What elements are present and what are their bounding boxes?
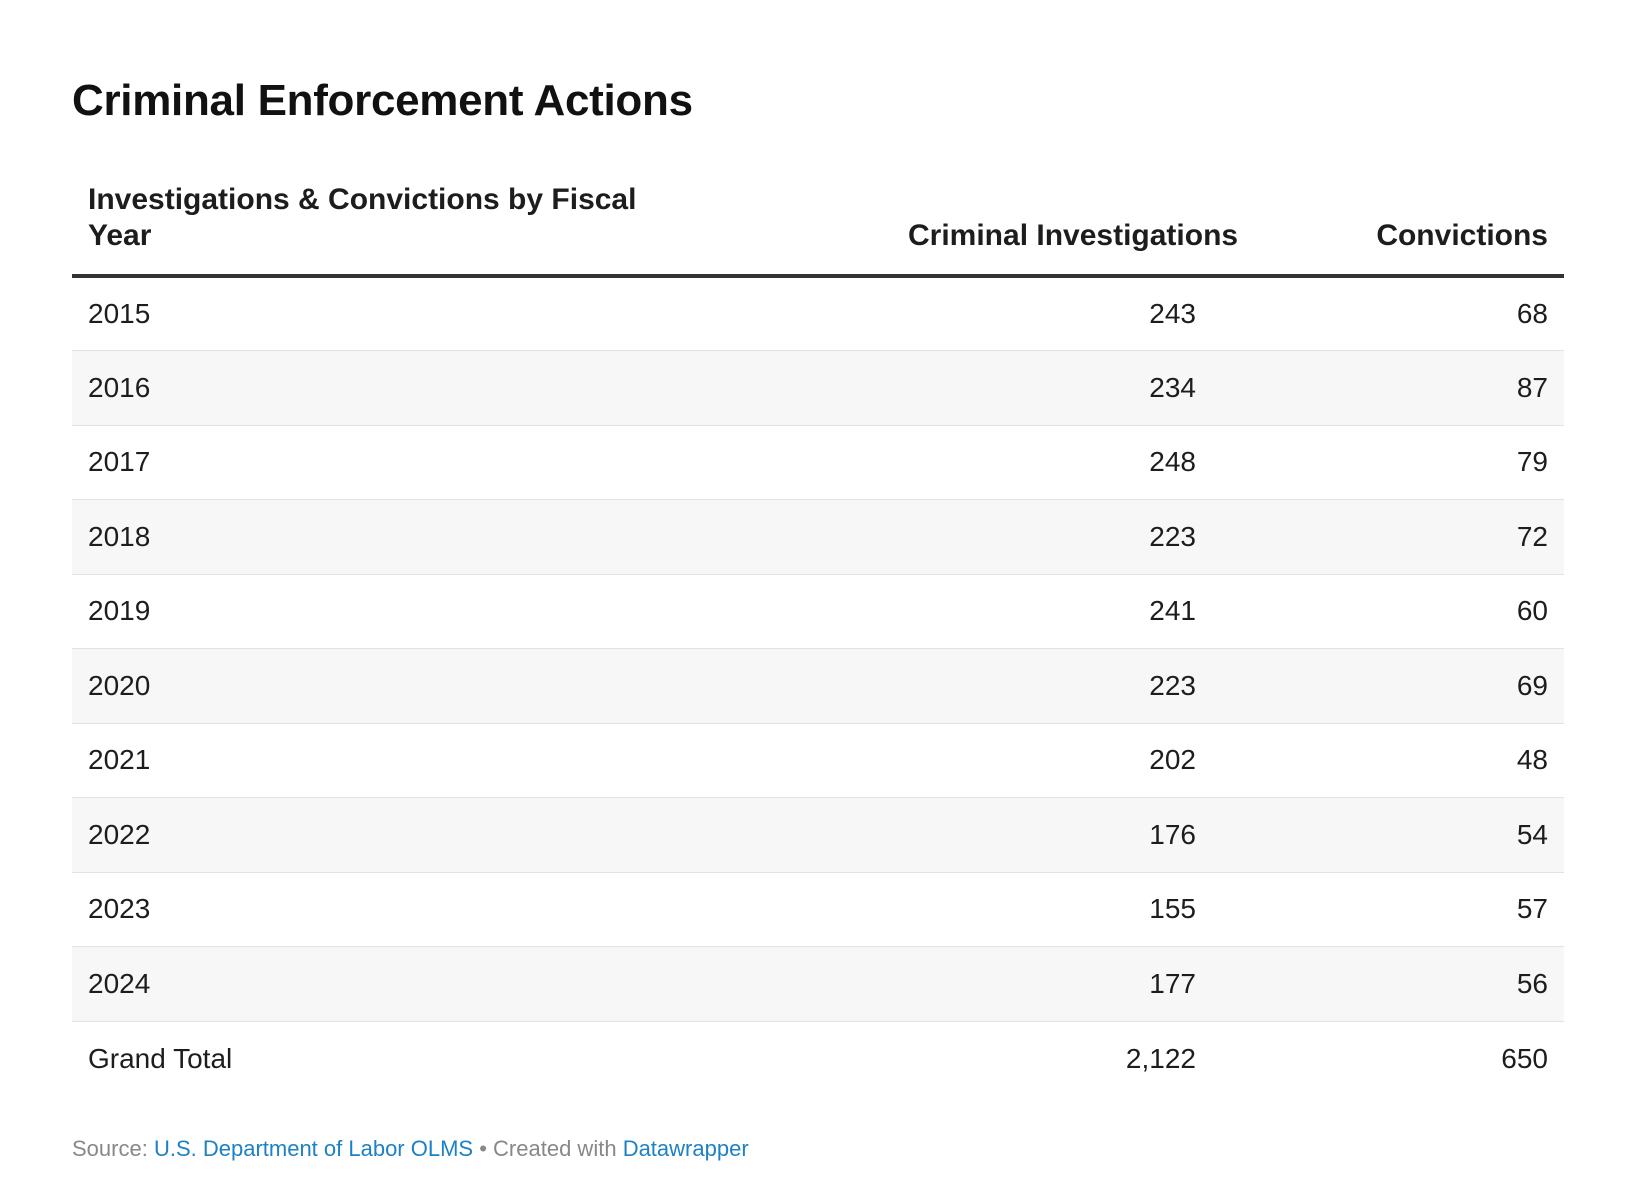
table-row: 2019 241 60 bbox=[72, 574, 1564, 649]
chart-title: Criminal Enforcement Actions bbox=[72, 76, 693, 125]
source-footer: Source: U.S. Department of Labor OLMS • … bbox=[72, 1136, 749, 1162]
cell-convictions: 69 bbox=[1212, 648, 1564, 724]
total-row: Grand Total 2,122 650 bbox=[72, 1021, 1564, 1096]
column-header-year[interactable]: Investigations & Convictions by Fiscal Y… bbox=[72, 178, 892, 278]
table-row: 2022 176 54 bbox=[72, 797, 1564, 873]
cell-investigations: 223 bbox=[892, 648, 1212, 724]
cell-investigations: 241 bbox=[892, 574, 1212, 649]
cell-investigations: 234 bbox=[892, 350, 1212, 426]
cell-year: 2019 bbox=[72, 574, 892, 649]
cell-convictions: 56 bbox=[1212, 946, 1564, 1022]
source-label: Source: bbox=[72, 1136, 148, 1161]
column-header-convictions[interactable]: Convictions bbox=[1212, 178, 1564, 278]
cell-convictions: 48 bbox=[1212, 723, 1564, 798]
datawrapper-link[interactable]: Datawrapper bbox=[622, 1136, 749, 1161]
cell-convictions: 54 bbox=[1212, 797, 1564, 873]
cell-investigations: 248 bbox=[892, 425, 1212, 500]
cell-investigations: 176 bbox=[892, 797, 1212, 873]
table-row: 2015 243 68 bbox=[72, 276, 1564, 351]
cell-investigations: 177 bbox=[892, 946, 1212, 1022]
total-label: Grand Total bbox=[72, 1021, 892, 1096]
cell-investigations: 202 bbox=[892, 723, 1212, 798]
total-investigations: 2,122 bbox=[892, 1021, 1212, 1096]
cell-year: 2015 bbox=[72, 276, 892, 351]
cell-year: 2020 bbox=[72, 648, 892, 724]
cell-convictions: 87 bbox=[1212, 350, 1564, 426]
cell-investigations: 223 bbox=[892, 499, 1212, 575]
table-row: 2024 177 56 bbox=[72, 946, 1564, 1022]
cell-year: 2016 bbox=[72, 350, 892, 426]
table-header: Investigations & Convictions by Fiscal Y… bbox=[72, 178, 1564, 278]
table-row: 2020 223 69 bbox=[72, 648, 1564, 724]
cell-year: 2017 bbox=[72, 425, 892, 500]
cell-year: 2018 bbox=[72, 499, 892, 575]
created-with-label: Created with bbox=[493, 1136, 617, 1161]
table-row: 2023 155 57 bbox=[72, 872, 1564, 947]
header-row: Investigations & Convictions by Fiscal Y… bbox=[72, 178, 1564, 278]
cell-investigations: 243 bbox=[892, 276, 1212, 351]
table-row: 2018 223 72 bbox=[72, 499, 1564, 575]
cell-year: 2022 bbox=[72, 797, 892, 873]
cell-convictions: 68 bbox=[1212, 276, 1564, 351]
cell-convictions: 60 bbox=[1212, 574, 1564, 649]
table-row: 2017 248 79 bbox=[72, 425, 1564, 500]
cell-year: 2024 bbox=[72, 946, 892, 1022]
table-body: 2015 243 68 2016 234 87 2017 248 79 2018 223 72 2019… bbox=[72, 276, 1564, 1096]
column-header-investigations[interactable]: Criminal Investigations bbox=[892, 178, 1238, 278]
footer-separator: • bbox=[479, 1136, 487, 1161]
table-row: 2016 234 87 bbox=[72, 350, 1564, 426]
cell-year: 2021 bbox=[72, 723, 892, 798]
cell-investigations: 155 bbox=[892, 872, 1212, 947]
table-row: 2021 202 48 bbox=[72, 723, 1564, 798]
data-table: Investigations & Convictions by Fiscal Y… bbox=[72, 178, 1564, 1096]
source-link[interactable]: U.S. Department of Labor OLMS bbox=[153, 1136, 474, 1161]
cell-convictions: 72 bbox=[1212, 499, 1564, 575]
cell-year: 2023 bbox=[72, 872, 892, 947]
cell-convictions: 57 bbox=[1212, 872, 1564, 947]
cell-convictions: 79 bbox=[1212, 425, 1564, 500]
total-convictions: 650 bbox=[1212, 1021, 1564, 1096]
